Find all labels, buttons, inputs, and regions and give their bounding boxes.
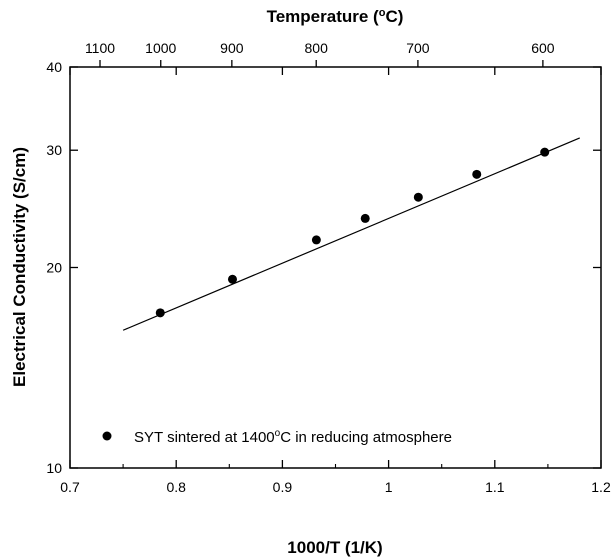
top-axis-title: Temperature (oC) bbox=[267, 7, 404, 26]
data-point bbox=[155, 308, 165, 318]
legend: SYT sintered at 1400oC in reducing atmos… bbox=[102, 428, 452, 446]
x-tick-label: 0.7 bbox=[60, 479, 80, 495]
top-tick-label: 900 bbox=[220, 40, 244, 56]
x-axis-title: 1000/T (1/K) bbox=[287, 538, 382, 557]
y-tick-label: 10 bbox=[46, 460, 62, 476]
fit-line-layer bbox=[122, 137, 580, 331]
data-point bbox=[227, 274, 237, 284]
x-tick-label: 1.2 bbox=[591, 479, 611, 495]
top-tick-label: 600 bbox=[531, 40, 555, 56]
y-tick-label: 40 bbox=[46, 59, 62, 75]
fit-line bbox=[122, 137, 580, 331]
svg-text:Temperature (oC): Temperature (oC) bbox=[267, 7, 404, 26]
y-tick-label: 30 bbox=[46, 142, 62, 158]
y-tick-label: 20 bbox=[46, 260, 62, 276]
top-tick-label: 800 bbox=[305, 40, 329, 56]
legend-marker bbox=[102, 431, 112, 441]
data-point bbox=[360, 213, 370, 223]
plot-area-frame bbox=[69, 66, 602, 469]
x-tick-label: 1 bbox=[385, 479, 393, 495]
data-point bbox=[472, 169, 482, 179]
legend-label: SYT sintered at 1400oC in reducing atmos… bbox=[134, 428, 452, 446]
x-axis-ticks: 0.7 0.8 0.9 1 1.1 1.2 bbox=[60, 67, 611, 495]
x-tick-label: 1.1 bbox=[485, 479, 505, 495]
top-axis-ticks: 1100 1000 900 800 700 600 bbox=[85, 40, 555, 67]
data-points-layer bbox=[155, 147, 550, 318]
y-axis-title: Electrical Conductivity (S/cm) bbox=[10, 147, 29, 387]
y-axis-ticks: 10 20 30 40 bbox=[46, 59, 601, 476]
data-point bbox=[311, 235, 321, 245]
x-tick-label: 0.9 bbox=[273, 479, 293, 495]
top-tick-label: 1100 bbox=[85, 40, 115, 56]
data-point bbox=[413, 192, 423, 202]
x-tick-label: 0.8 bbox=[166, 479, 186, 495]
data-point bbox=[540, 147, 550, 157]
top-tick-label: 700 bbox=[406, 40, 430, 56]
top-tick-label: 1000 bbox=[145, 40, 176, 56]
